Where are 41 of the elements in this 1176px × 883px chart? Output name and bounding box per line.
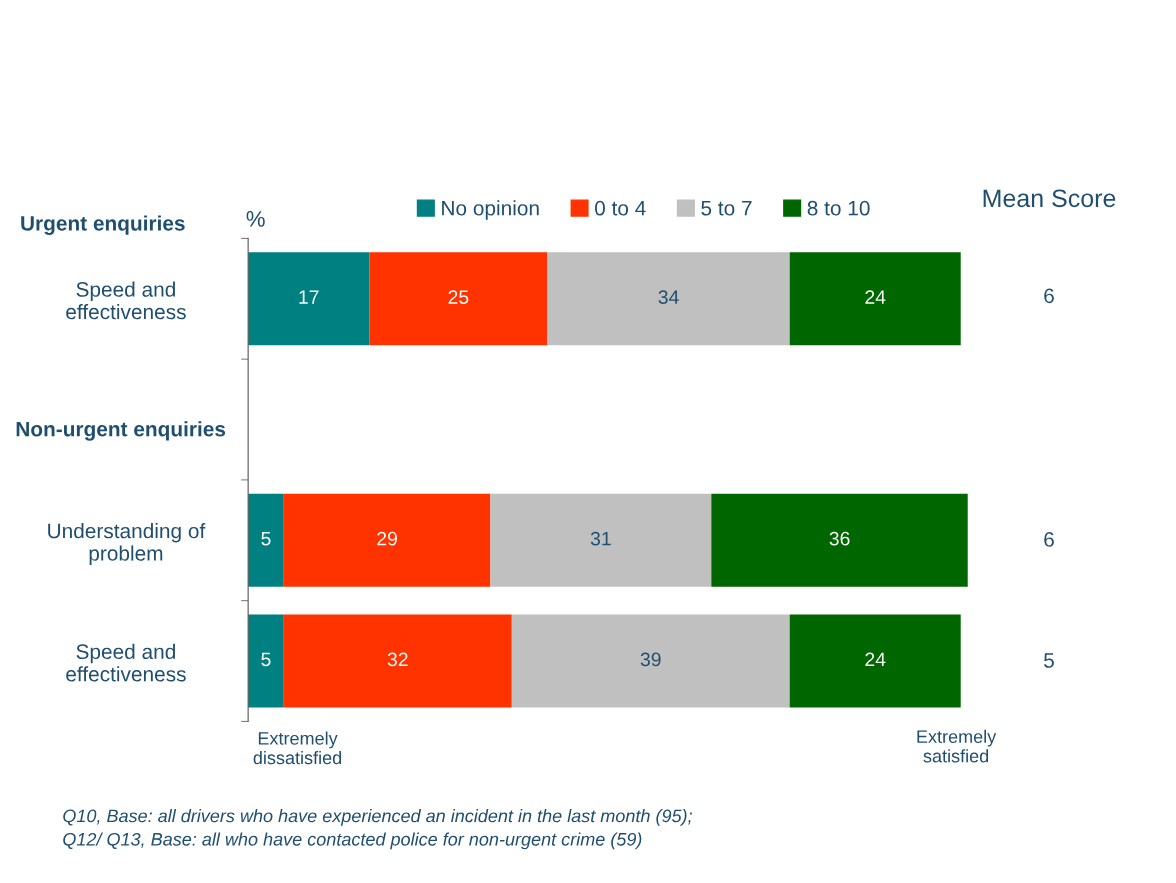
bar <box>369 252 548 346</box>
data-label: 34 <box>658 290 679 304</box>
data-label: 5 <box>261 531 271 546</box>
text: Extremely dissatisfied <box>253 731 342 765</box>
text: 6 <box>1044 532 1054 547</box>
y-tick-label: Speed and effectiveness <box>66 281 186 320</box>
bar <box>547 252 790 346</box>
data-label: 39 <box>640 652 661 667</box>
bar <box>248 493 284 587</box>
text: Q10, Base: all drivers who have experienced an incident in the last month (95); Q12/ Q13, Base: all who have contacted police for non-urgent crime (59) <box>63 809 693 850</box>
data-label: 24 <box>865 652 886 667</box>
bar <box>711 493 968 587</box>
data-label: 25 <box>448 290 469 304</box>
text: Non-urgent enquiries <box>16 421 226 441</box>
data-label: 17 <box>299 290 319 304</box>
data-label: 5 <box>261 652 271 667</box>
legend-label: No opinion <box>442 200 539 220</box>
bar <box>789 252 961 346</box>
y-tick-label: Understanding of problem <box>48 523 206 565</box>
data-label: 24 <box>865 290 886 304</box>
y-tick-label: Speed and effectiveness <box>66 643 186 682</box>
text: Extremely satisfied <box>917 729 997 763</box>
text: % <box>246 211 265 227</box>
text: Mean Score <box>983 189 1116 208</box>
text: 5 <box>1044 653 1054 668</box>
text: 6 <box>1044 288 1054 304</box>
bar <box>511 614 790 708</box>
bar <box>248 614 284 708</box>
data-label: 32 <box>387 652 408 667</box>
legend-label: 8 to 10 <box>807 200 870 216</box>
bar <box>283 493 491 587</box>
legend-label: 5 to 7 <box>701 201 752 216</box>
data-label: 29 <box>377 531 397 546</box>
bar <box>490 493 712 587</box>
bar <box>789 614 961 708</box>
bar <box>248 252 370 346</box>
text: Urgent enquiries <box>21 215 185 235</box>
legend-label: 0 to 4 <box>595 200 646 216</box>
data-label: 36 <box>829 531 850 546</box>
bar <box>283 614 512 708</box>
data-label: 31 <box>590 531 611 546</box>
